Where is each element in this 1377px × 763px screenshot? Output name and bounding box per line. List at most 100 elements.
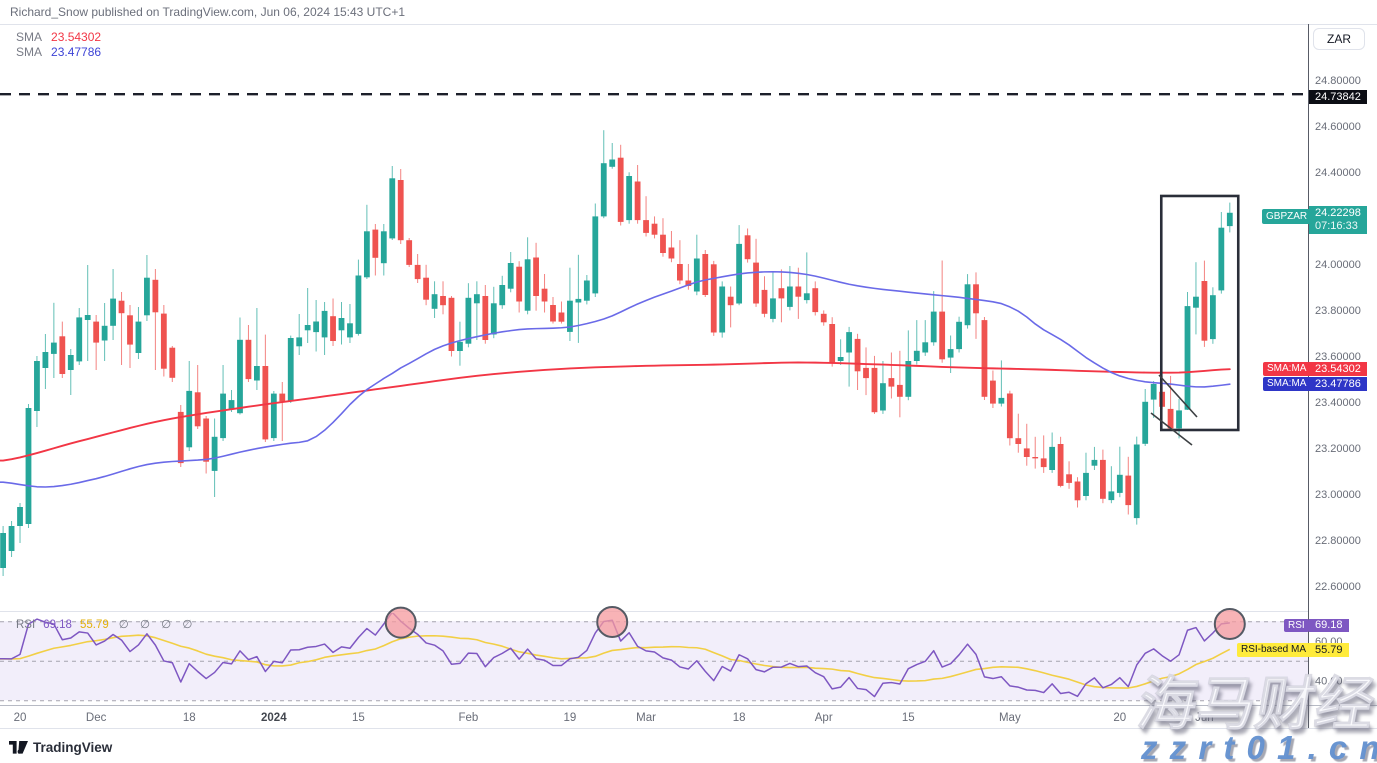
candle-body	[338, 317, 345, 331]
candle-body	[1226, 212, 1233, 227]
legend-sma-fast-value: 23.54302	[51, 30, 102, 44]
candle-body	[1201, 280, 1208, 341]
candle-body	[1209, 295, 1216, 340]
time-tick-label: Mar	[636, 712, 656, 724]
candle-body	[42, 351, 49, 369]
legend-sma-slow-label: SMA	[16, 45, 43, 59]
candle-body	[1057, 443, 1064, 486]
candle-body	[177, 411, 184, 464]
candle-body	[262, 366, 269, 440]
candle-body	[1142, 401, 1149, 444]
time-tick-label: 18	[733, 712, 746, 724]
price-tick-label: 24.40000	[1315, 167, 1361, 179]
rsi-highlight-circle	[596, 605, 629, 638]
candle-body	[710, 264, 717, 333]
rsi-tag: RSI	[1284, 619, 1309, 632]
candle-body	[127, 315, 133, 345]
legend-sma-fast-label: SMA	[16, 30, 43, 44]
candle-body	[220, 393, 226, 439]
candle-body	[490, 303, 497, 335]
candle-body	[389, 178, 396, 239]
candles-group	[0, 130, 1233, 576]
candle-body	[1032, 457, 1039, 459]
price-tick-label: 23.00000	[1315, 489, 1361, 501]
candle-body	[575, 298, 582, 303]
candle-body	[812, 288, 819, 313]
candle-body	[254, 366, 260, 381]
candle-body	[380, 231, 387, 264]
rsi-ma-axis-value: 55.79	[1309, 643, 1349, 657]
candle-body	[431, 294, 438, 309]
rsi-legend-value: 69.18	[43, 619, 72, 631]
drawing-trendline	[1150, 412, 1193, 446]
candle-body	[423, 277, 429, 300]
candle-body	[693, 258, 700, 292]
candle-body	[406, 240, 413, 265]
candle-body	[59, 336, 66, 375]
candle-body	[761, 289, 768, 314]
candle-body	[1023, 448, 1030, 458]
candle-body	[947, 349, 954, 358]
candle-body	[118, 300, 125, 314]
candle-body	[25, 408, 32, 525]
time-tick-label: 15	[352, 712, 365, 724]
candle-body	[1167, 408, 1174, 429]
candle-body	[617, 157, 624, 222]
sma-slow-axis-value: 23.47786	[1309, 377, 1367, 391]
time-tick-label: Dec	[86, 712, 107, 724]
symbol-price-tag: GBPZAR	[1262, 209, 1312, 224]
bar-countdown: 07:16:33	[1315, 220, 1358, 232]
legend-sma-fast[interactable]: SMA 23.54302	[16, 30, 101, 45]
price-tick-label: 24.00000	[1315, 259, 1361, 271]
candle-body	[1176, 410, 1182, 429]
tradingview-logo[interactable]: TradingView	[9, 740, 112, 755]
time-tick-label: May	[999, 712, 1021, 724]
candle-body	[101, 325, 108, 341]
candle-body	[863, 367, 869, 379]
price-tick-label: 24.60000	[1315, 121, 1361, 133]
candle-body	[964, 284, 971, 326]
candle-body	[609, 159, 616, 167]
candle-body	[727, 296, 734, 306]
candle-body	[321, 310, 328, 338]
candle-body	[304, 324, 311, 331]
candle-body	[1066, 474, 1072, 483]
candle-body	[998, 397, 1005, 404]
candle-body	[330, 316, 336, 342]
tradingview-logo-text: TradingView	[33, 740, 113, 755]
candle-body	[702, 253, 709, 296]
candle-body	[160, 313, 167, 369]
candle-body	[211, 436, 218, 471]
price-tick-label: 22.80000	[1315, 535, 1361, 547]
candle-body	[1015, 438, 1022, 444]
candle-body	[0, 533, 7, 569]
time-tick-label: 20	[14, 712, 27, 724]
axis-currency-button[interactable]: ZAR	[1313, 28, 1365, 50]
legend-sma-slow-value: 23.47786	[51, 45, 102, 59]
legend-sma-slow[interactable]: SMA 23.47786	[16, 45, 101, 60]
candle-body	[846, 332, 852, 353]
candle-body	[93, 321, 100, 343]
time-tick-label: 15	[902, 712, 915, 724]
candle-body	[1040, 458, 1047, 468]
watermark-url: z z r t 0 1 . c n	[1141, 729, 1377, 763]
candle-body	[930, 311, 937, 343]
candle-body	[296, 337, 303, 347]
time-tick-label: 19	[564, 712, 577, 724]
candle-body	[440, 295, 446, 306]
candle-body	[473, 294, 480, 304]
candle-body	[1125, 475, 1132, 506]
candle-body	[820, 313, 827, 323]
candle-body	[803, 293, 810, 301]
candle-body	[643, 220, 649, 233]
candle-body	[1006, 393, 1013, 439]
price-tick-label: 23.60000	[1315, 351, 1361, 363]
candle-body	[110, 298, 116, 326]
candle-body	[651, 223, 658, 235]
candle-body	[558, 312, 565, 322]
candle-body	[981, 320, 988, 397]
candle-body	[660, 234, 666, 254]
rsi-legend[interactable]: RSI 69.18 55.79 ∅ ∅ ∅ ∅	[16, 617, 196, 631]
candle-body	[84, 315, 91, 320]
